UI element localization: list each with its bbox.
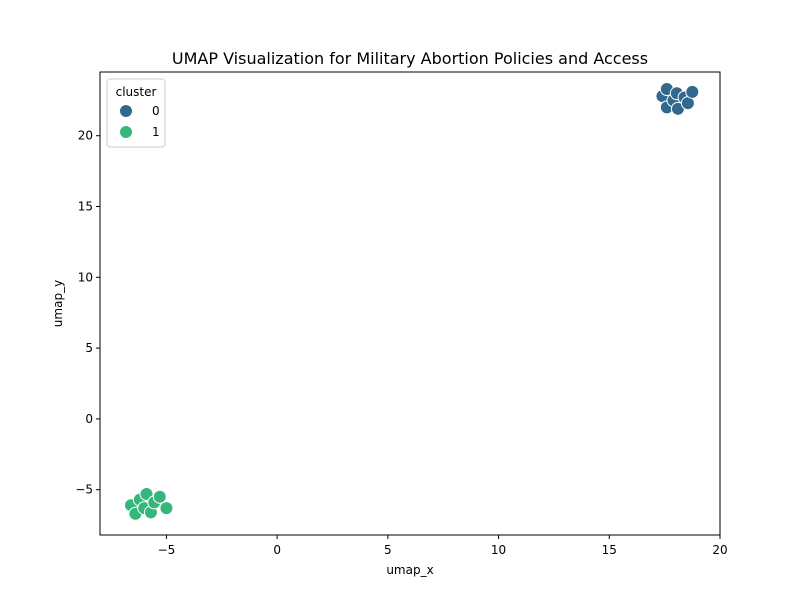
- x-tick-label: 15: [602, 543, 617, 557]
- legend-title: cluster: [116, 85, 157, 99]
- x-tick-label: 5: [384, 543, 392, 557]
- y-axis-label: umap_y: [51, 280, 65, 327]
- x-tick-label: 0: [273, 543, 281, 557]
- legend-items: 01: [119, 104, 160, 139]
- legend-marker-cluster-0: [119, 104, 133, 118]
- plot-frame: [99, 71, 721, 536]
- legend-label-cluster-1: 1: [152, 125, 160, 139]
- x-tick-label: 10: [491, 543, 506, 557]
- x-tick-label: 20: [712, 543, 727, 557]
- x-axis-label: umap_x: [386, 563, 433, 577]
- legend-marker-cluster-1: [119, 125, 133, 139]
- y-tick-label: 0: [85, 412, 93, 426]
- y-tick-label: 10: [78, 270, 93, 284]
- cluster-1-point-8: [159, 501, 174, 516]
- y-tick-label: 20: [78, 129, 93, 143]
- legend-label-cluster-0: 0: [152, 104, 160, 118]
- points-layer: [124, 81, 700, 521]
- y-tick-label: −5: [75, 483, 93, 497]
- y-tick-label: 15: [78, 200, 93, 214]
- x-axis: −5 0 5 10 15 20: [158, 535, 728, 557]
- cluster-1-point-7: [152, 489, 167, 504]
- y-tick-label: 5: [85, 341, 93, 355]
- x-tick-label: −5: [158, 543, 176, 557]
- y-axis: −5 0 5 10 15 20: [75, 129, 100, 497]
- cluster-0-point-8: [685, 84, 700, 99]
- legend: cluster 01: [106, 78, 166, 148]
- chart-title: UMAP Visualization for Military Abortion…: [172, 49, 648, 68]
